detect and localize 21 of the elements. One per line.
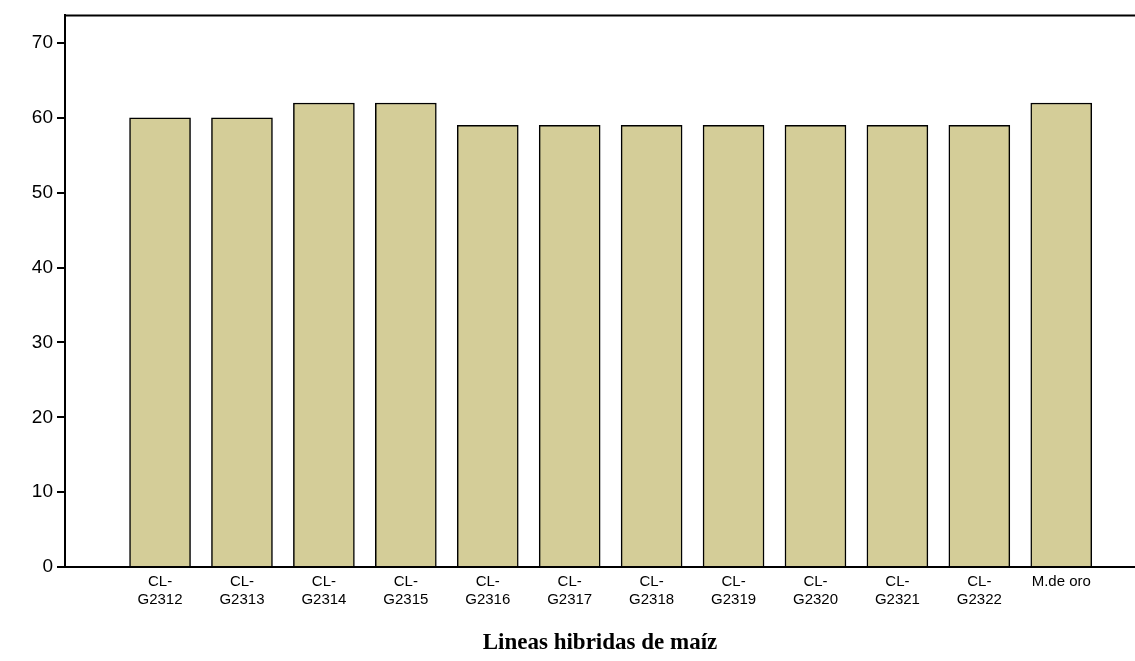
x-axis-title: Lineas hibridas de maíz: [482, 629, 718, 655]
x-tick-label: CL-G2321: [874, 572, 920, 608]
y-tick-label: 50: [31, 181, 53, 203]
x-tick-label: CL-G2315: [383, 572, 429, 608]
y-tick-label: 20: [31, 405, 53, 427]
y-tick-label: 70: [31, 31, 53, 53]
y-tick-label: 0: [42, 555, 53, 577]
x-tick-label: CL-G2318: [629, 572, 675, 608]
x-tick-label: CL-G2316: [465, 572, 511, 608]
x-tick-label: CL-G2317: [547, 572, 593, 608]
y-tick-label: 10: [31, 480, 53, 502]
x-tick-label: CL-G2322: [956, 572, 1002, 608]
x-tick-label: M.de oro: [1031, 572, 1091, 590]
y-tick-label: 60: [31, 106, 53, 128]
x-tick-label: CL-G2313: [219, 572, 265, 608]
x-tick-label: CL-G2314: [301, 572, 347, 608]
y-tick-label: 40: [31, 255, 53, 277]
x-tick-label: CL-G2319: [711, 572, 757, 608]
y-tick-label: 30: [31, 330, 53, 352]
x-tick-label: CL-G2312: [137, 572, 183, 608]
x-tick-label: CL-G2320: [792, 572, 838, 608]
